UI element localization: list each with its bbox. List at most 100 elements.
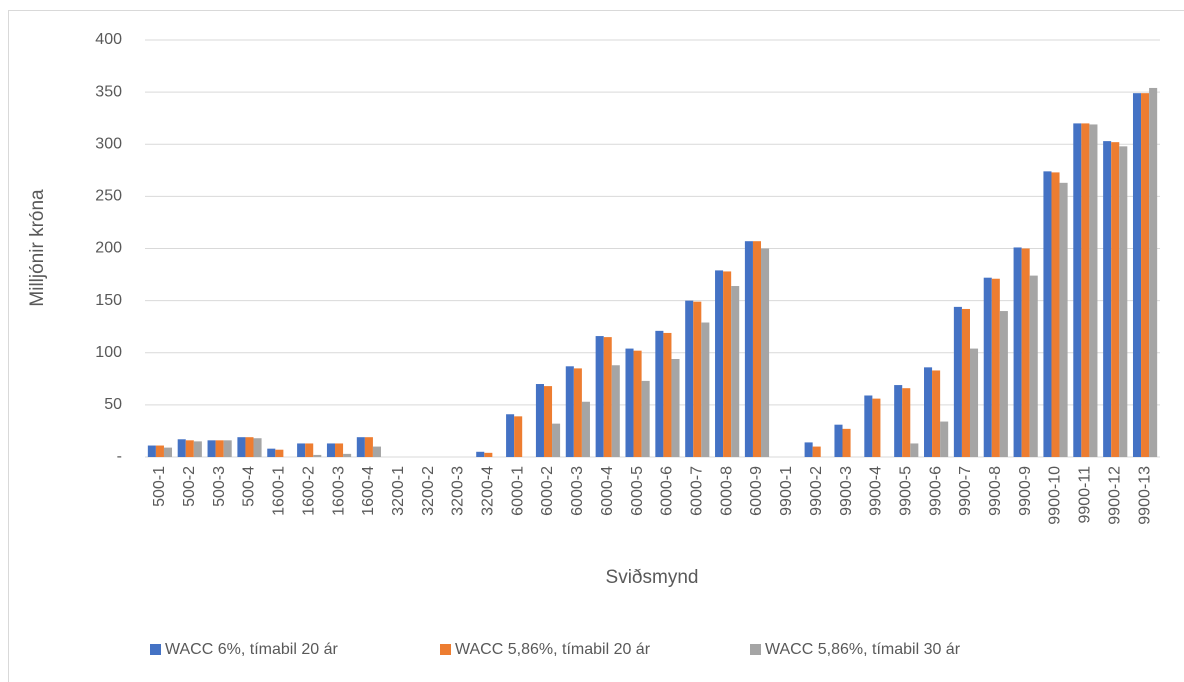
bar [723,271,732,457]
x-tick-label: 6000-5 [629,466,646,516]
bar [1141,93,1150,457]
bar [595,336,604,457]
y-tick-label: 50 [104,396,122,413]
bar [715,270,724,457]
x-tick-label: 6000-8 [718,466,735,516]
bar [611,365,620,457]
bar [983,277,992,457]
bar [267,448,276,457]
bar [1073,123,1082,458]
x-tick-label: 9900-10 [1047,466,1064,525]
x-tick-label: 9900-13 [1136,466,1153,525]
bar [253,438,262,457]
x-tick-label: 9900-1 [778,466,795,516]
x-tick-label: 9900-11 [1077,466,1094,524]
bar [155,445,164,457]
bar [476,451,485,457]
x-tick-label: 3200-2 [420,466,437,516]
bar [812,446,821,457]
y-tick-label: 250 [95,188,122,205]
bar [641,380,650,457]
bar [484,452,493,457]
x-tick-label: 9900-6 [927,466,944,516]
bar [207,440,216,457]
bar [1132,93,1142,457]
bar [940,421,949,457]
y-axis-title: Milljónir króna [27,189,48,307]
y-tick-label: 100 [95,344,122,361]
y-tick-label: 150 [95,292,122,309]
legend-label: WACC 6%, tímabil 20 ár [165,641,338,658]
x-tick-label: 9900-2 [808,466,825,516]
bar [581,401,590,457]
bar [731,286,740,457]
bar [902,388,911,457]
y-tick-label: 400 [95,31,122,48]
bar [655,330,664,457]
x-tick-label: 6000-7 [688,466,705,516]
bar [565,366,574,457]
bar [701,322,710,457]
bar [1059,182,1068,457]
bar [953,306,962,457]
bar [1021,248,1030,457]
bar [275,449,284,457]
x-tick-label: 9900-8 [987,466,1004,516]
x-tick-label: 3200-4 [480,466,497,516]
x-tick-label: 1600-2 [300,466,317,516]
bar [313,454,322,457]
bar [633,350,642,457]
y-tick-label: - [117,448,122,465]
x-tick-label: 6000-9 [748,466,765,516]
bar [1029,275,1038,457]
legend-swatch [150,644,161,655]
bar [991,278,1000,457]
x-tick-label: 3200-1 [390,466,407,516]
x-tick-label: 6000-2 [539,466,556,516]
x-tick-label: 9900-3 [838,466,855,516]
x-tick-label: 9900-7 [957,466,974,516]
bar [872,398,881,457]
y-tick-label: 200 [95,240,122,257]
x-tick-label: 6000-6 [659,466,676,516]
bar [223,440,232,457]
bar [999,311,1008,457]
legend-swatch [750,644,761,655]
x-tick-label: 500-2 [181,466,198,507]
legend-label: WACC 5,86%, tímabil 20 ár [455,641,651,658]
bar [932,370,941,457]
bar [177,439,186,457]
x-tick-label: 6000-3 [569,466,586,516]
bar [543,386,553,457]
bar [961,308,970,457]
bar [1089,124,1098,457]
bar [761,248,770,457]
bar [864,395,873,457]
legend-label: WACC 5,86%, tímabil 30 ár [765,641,961,658]
bar [603,337,612,457]
bar [752,241,762,457]
bar [744,241,753,457]
bar [685,300,694,457]
x-tick-label: 9900-9 [1017,466,1034,516]
legend-swatch [440,644,451,655]
bar [1119,146,1128,457]
x-tick-label: 9900-4 [868,466,885,516]
bar [245,437,254,457]
bar [237,437,246,457]
x-tick-label: 500-1 [151,466,168,507]
bar [1043,171,1052,458]
bar [343,453,352,457]
bar [804,442,813,457]
bar [693,301,702,457]
bar [1149,87,1158,457]
bar [924,367,933,457]
bar [326,443,336,457]
bar [364,437,373,457]
x-tick-label: 1600-4 [360,466,377,516]
bar [1013,247,1022,457]
x-axis-title: Sviðsmynd [606,567,699,588]
bar [834,424,843,457]
bar [1103,141,1112,457]
